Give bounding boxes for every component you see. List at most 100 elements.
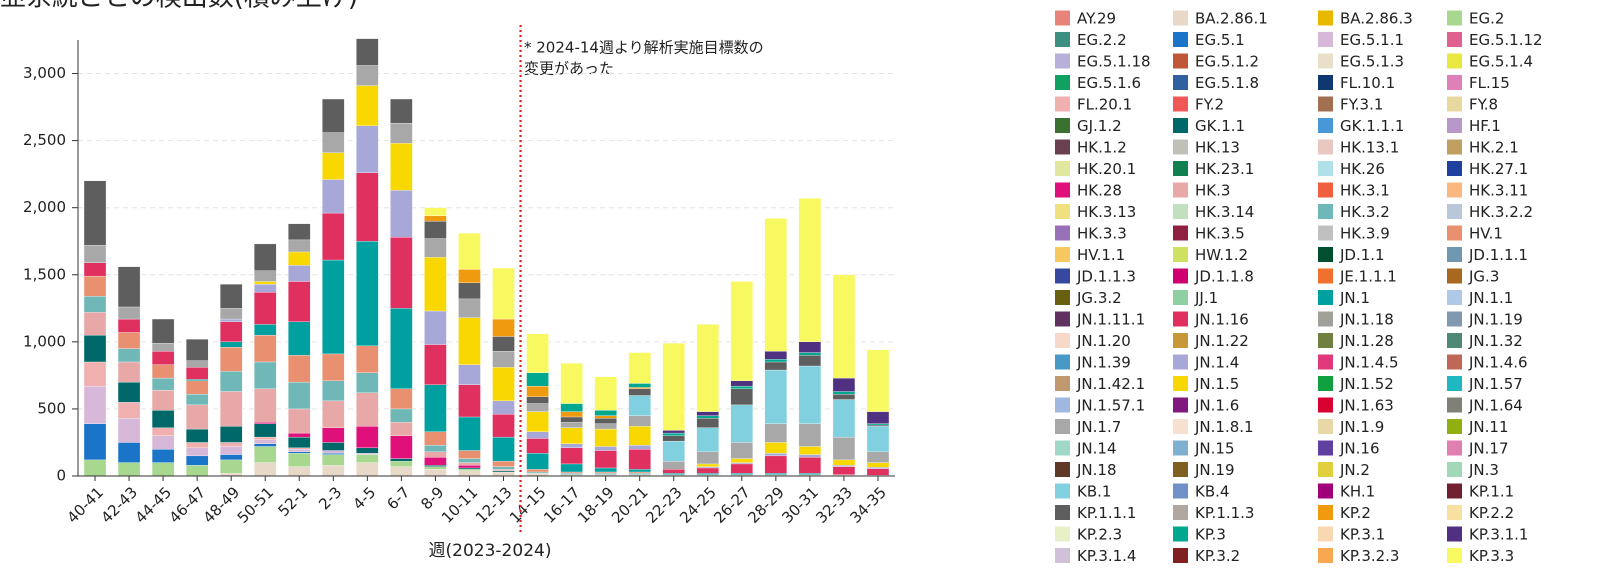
bar-segment	[526, 411, 549, 432]
legend-swatch	[1447, 462, 1462, 477]
bar-segment	[151, 435, 175, 450]
bar-segment	[798, 341, 822, 353]
bar-segment	[560, 447, 583, 465]
x-tick-label: 28-29	[744, 483, 788, 527]
bar-segment	[832, 466, 856, 475]
x-tick-label: 42-43	[98, 483, 142, 527]
bar-segment	[458, 416, 481, 451]
legend-label: JN.1.20	[1076, 332, 1131, 350]
legend-label: BA.2.86.1	[1195, 10, 1268, 28]
bar-segment	[832, 436, 856, 461]
bar-segment	[356, 453, 379, 455]
bar-segment	[356, 38, 379, 66]
legend-label: KP.3	[1195, 526, 1226, 544]
legend-label: EG.2.2	[1077, 31, 1127, 49]
bar-segment	[288, 449, 311, 453]
bar-segment	[526, 469, 549, 473]
legend-label: JN.11	[1468, 418, 1509, 436]
bar-segment	[322, 380, 345, 402]
legend-label: JN.19	[1194, 461, 1235, 479]
legend-label: JN.1.22	[1194, 332, 1249, 350]
bar-segment	[83, 423, 107, 461]
legend-label: EG.5.1.6	[1077, 74, 1141, 92]
legend-swatch	[1173, 247, 1188, 262]
bar-segment	[254, 292, 277, 325]
bar-segment	[832, 377, 856, 392]
legend-label: HK.28	[1077, 182, 1122, 200]
legend-swatch	[1318, 204, 1333, 219]
x-tick-label: 20-21	[608, 483, 652, 527]
legend-swatch	[1318, 311, 1333, 327]
bar-segment	[696, 466, 719, 469]
y-tick-label: 0	[56, 467, 66, 485]
bar-segment	[322, 453, 345, 455]
legend-label: JN.1.32	[1468, 332, 1523, 350]
bar-segment	[220, 454, 243, 461]
bar-segment	[117, 462, 141, 477]
bar-segment	[322, 212, 345, 261]
bar-segment	[322, 353, 345, 381]
bar-segment	[117, 381, 141, 403]
bar-segment	[185, 447, 209, 457]
bar-segment	[696, 411, 719, 416]
legend-label: BA.2.86.3	[1340, 10, 1413, 28]
bar-segment	[322, 450, 345, 454]
bar-segment	[424, 207, 447, 216]
bar-segment	[458, 465, 481, 469]
bar-segment	[185, 404, 209, 430]
legend-label: JN.1.39	[1076, 354, 1131, 372]
bar-segment	[866, 468, 890, 476]
legend-label: JJ.1	[1194, 289, 1218, 307]
legend-swatch	[1173, 204, 1188, 219]
bar-segment	[492, 414, 515, 438]
bar-segment	[356, 462, 379, 477]
bar-segment	[628, 388, 651, 396]
legend-swatch	[1055, 419, 1070, 434]
bar-segment	[492, 436, 515, 462]
bar-segment	[832, 465, 856, 467]
legend-swatch	[1173, 397, 1188, 413]
bar-segment	[390, 237, 413, 309]
bar-segment	[390, 143, 413, 191]
legend-swatch	[1318, 161, 1333, 176]
bar-segment	[220, 442, 243, 447]
legend-label: HK.3.9	[1340, 225, 1390, 243]
bar-segment	[322, 98, 345, 133]
bar-segment	[526, 396, 549, 404]
legend-label: JN.1.19	[1468, 311, 1523, 329]
legend-label: HK.13.1	[1340, 139, 1399, 157]
legend-swatch	[1447, 548, 1462, 563]
bar-segment	[220, 341, 243, 348]
legend-swatch	[1447, 225, 1462, 241]
bar-segment	[560, 471, 583, 474]
legend-label: KP.2	[1340, 504, 1371, 522]
legend-swatch	[1055, 96, 1070, 112]
bar-segment	[288, 281, 311, 322]
bar-segment	[492, 471, 515, 477]
legend-label: KP.3.3	[1469, 547, 1514, 565]
bar-segment	[628, 473, 651, 475]
legend-label: HK.1.2	[1077, 139, 1127, 157]
bar-segment	[628, 469, 651, 473]
bar-segment	[288, 436, 311, 448]
legend-label: JN.1.57	[1468, 375, 1523, 393]
legend-swatch	[1173, 311, 1188, 327]
bar-segment	[356, 454, 379, 463]
legend-swatch	[1447, 333, 1462, 348]
x-tick-label: 48-49	[200, 483, 244, 527]
bar-segment	[458, 470, 481, 477]
bar-segment	[798, 446, 822, 455]
legend-swatch	[1055, 204, 1070, 219]
bar-segment	[390, 388, 413, 410]
legend-swatch	[1173, 118, 1188, 133]
legend-swatch	[1055, 225, 1070, 241]
bar-segment	[288, 432, 311, 438]
legend-label: EG.2	[1469, 10, 1504, 28]
bar-segment	[424, 457, 447, 466]
bar-segment	[83, 296, 107, 313]
bar-segment	[254, 324, 277, 336]
bar-segment	[628, 395, 651, 416]
legend-label: HK.3.3	[1077, 225, 1127, 243]
